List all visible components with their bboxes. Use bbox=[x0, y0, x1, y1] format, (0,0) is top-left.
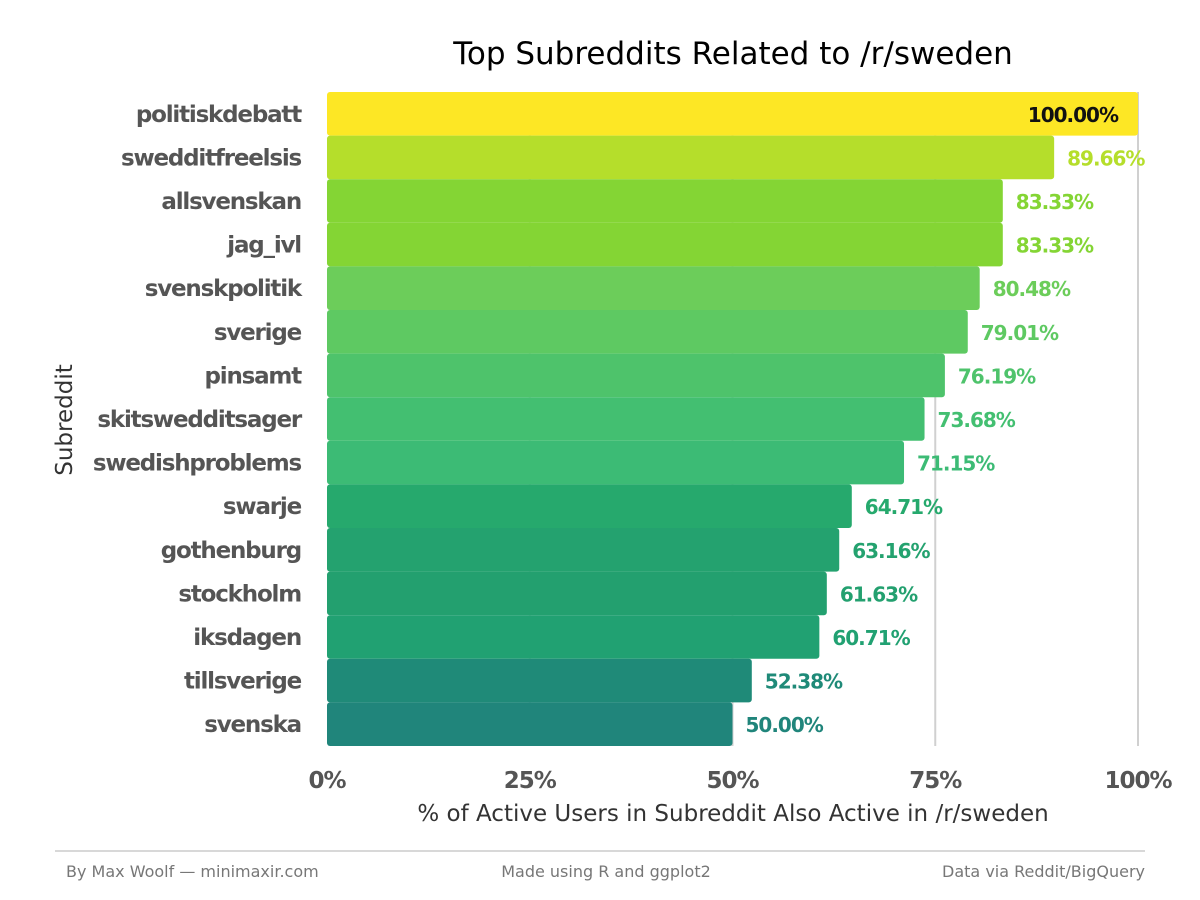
bar-allsvenskan bbox=[327, 179, 1003, 223]
category-label-svenskpolitik: svenskpolitik bbox=[145, 276, 303, 302]
bar-skitswedditsager bbox=[327, 397, 925, 441]
category-label-swarje: swarje bbox=[223, 494, 302, 520]
category-label-svenska: svenska bbox=[204, 712, 301, 738]
category-label-skitswedditsager: skitswedditsager bbox=[97, 407, 302, 433]
value-label-jag_ivl: 83.33% bbox=[1016, 234, 1094, 258]
bar-sverige bbox=[327, 310, 968, 354]
category-label-iksdagen: iksdagen bbox=[193, 625, 301, 651]
bars bbox=[327, 92, 1138, 746]
value-label-stockholm: 61.63% bbox=[840, 582, 918, 606]
value-label-sverige: 79.01% bbox=[981, 321, 1059, 345]
category-label-pinsamt: pinsamt bbox=[205, 363, 303, 389]
footer-credit: By Max Woolf — minimaxir.com bbox=[66, 862, 319, 881]
bar-politiskdebatt bbox=[327, 92, 1138, 136]
bar-tillsverige bbox=[327, 658, 752, 703]
bar-swedishproblems bbox=[327, 440, 905, 485]
value-label-allsvenskan: 83.33% bbox=[1016, 190, 1094, 214]
x-axis-ticks: 0% 25% 50% 75% 100% bbox=[308, 768, 1173, 794]
bar-pinsamt bbox=[327, 353, 945, 398]
value-labels: 100.00% 89.66% 83.33% 83.33% 80.48% 79.01% 76.… bbox=[746, 103, 1147, 737]
x-tick-label-100: 100% bbox=[1104, 768, 1172, 794]
bar-gothenburg bbox=[327, 528, 840, 572]
category-labels: politiskdebatt swedditfreelsis allsvenskan… bbox=[93, 102, 304, 738]
bar-svenska bbox=[327, 702, 733, 746]
footer-tools: Made using R and ggplot2 bbox=[501, 862, 711, 881]
value-label-skitswedditsager: 73.68% bbox=[938, 408, 1016, 432]
value-label-svenskpolitik: 80.48% bbox=[993, 277, 1071, 301]
value-label-gothenburg: 63.16% bbox=[852, 539, 930, 563]
bar-stockholm bbox=[327, 571, 827, 616]
y-axis-title: Subreddit bbox=[52, 364, 78, 476]
category-label-politiskdebatt: politiskdebatt bbox=[136, 102, 302, 128]
bar-iksdagen bbox=[327, 615, 820, 659]
value-label-iksdagen: 60.71% bbox=[832, 626, 910, 650]
value-label-tillsverige: 52.38% bbox=[765, 670, 843, 694]
bar-svenskpolitik bbox=[327, 266, 980, 310]
chart-title: Top Subreddits Related to /r/sweden bbox=[452, 36, 1013, 72]
category-label-swedishproblems: swedishproblems bbox=[93, 451, 302, 477]
bar-swarje bbox=[327, 484, 852, 528]
bar-swedditfreelsis bbox=[327, 135, 1055, 180]
category-label-swedditfreelsis: swedditfreelsis bbox=[121, 145, 302, 171]
value-label-swedditfreelsis: 89.66% bbox=[1067, 146, 1145, 170]
value-label-swedishproblems: 71.15% bbox=[917, 452, 995, 476]
x-tick-label-0: 0% bbox=[308, 768, 346, 794]
value-label-politiskdebatt: 100.00% bbox=[1028, 103, 1119, 127]
x-tick-label-25: 25% bbox=[504, 768, 557, 794]
footer-source: Data via Reddit/BigQuery bbox=[942, 862, 1145, 881]
x-axis-title: % of Active Users in Subreddit Also Acti… bbox=[417, 801, 1048, 827]
category-label-allsvenskan: allsvenskan bbox=[161, 189, 301, 215]
category-label-jag_ivl: jag_ivl bbox=[226, 233, 301, 259]
category-label-tillsverige: tillsverige bbox=[184, 669, 302, 695]
x-tick-label-75: 75% bbox=[909, 768, 962, 794]
category-label-sverige: sverige bbox=[214, 320, 302, 346]
value-label-svenska: 50.00% bbox=[746, 713, 824, 737]
value-label-swarje: 64.71% bbox=[865, 495, 943, 519]
value-label-pinsamt: 76.19% bbox=[958, 364, 1036, 388]
bar-jag_ivl bbox=[327, 222, 1003, 267]
category-label-stockholm: stockholm bbox=[178, 581, 301, 607]
category-label-gothenburg: gothenburg bbox=[161, 538, 301, 564]
x-tick-label-50: 50% bbox=[706, 768, 759, 794]
